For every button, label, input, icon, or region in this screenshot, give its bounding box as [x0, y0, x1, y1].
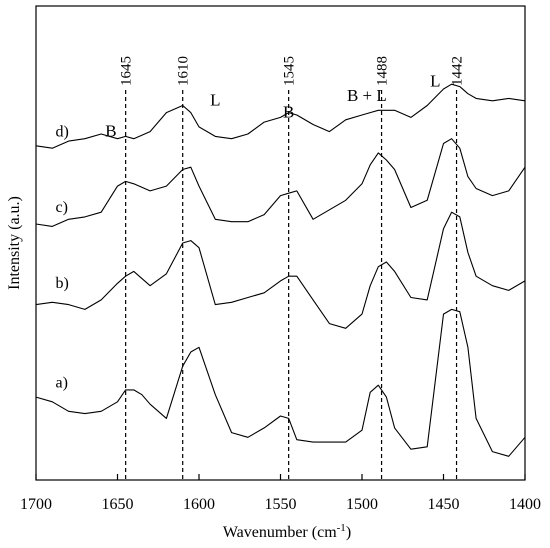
x-tick-label-1500: 1500 [346, 496, 378, 513]
series-line-a [35, 308, 526, 457]
peak-label-1442: 1442 [450, 56, 466, 86]
peak-label-1610: 1610 [176, 56, 192, 86]
x-tick-label-1450: 1450 [428, 496, 460, 513]
x-axis-title-close: ) [346, 524, 351, 541]
band-label-l-1: L [210, 91, 220, 110]
series-label-b: b) [56, 275, 69, 292]
peak-label-1488: 1488 [375, 56, 391, 86]
series-label-a: a) [56, 375, 68, 392]
chart-labels: a) b) c) d) B L B B + L L [56, 72, 441, 392]
series-label-d: d) [56, 123, 69, 140]
band-label-b-2: B [283, 102, 294, 121]
peak-label-1645: 1645 [119, 56, 135, 86]
series-line-c [35, 138, 526, 227]
x-tick-label-1650: 1650 [102, 496, 134, 513]
series-lines [35, 83, 526, 457]
x-tick-label-1700: 1700 [20, 496, 52, 513]
band-label-b-0: B [105, 121, 116, 140]
x-axis-ticks: 1700 1650 1600 1550 1500 1450 1400 [20, 474, 541, 513]
series-line-b [35, 211, 526, 329]
x-tick-label-1600: 1600 [183, 496, 215, 513]
peak-lines: 1645 1610 1545 1488 1442 [119, 56, 466, 480]
series-label-c: c) [56, 199, 68, 216]
x-axis-title: Wavenumber (cm-1) [223, 522, 351, 541]
band-label-l-4: L [430, 72, 440, 91]
x-tick-label-1400: 1400 [509, 496, 541, 513]
peak-label-1545: 1545 [282, 56, 298, 86]
band-label-b-l-3: B + L [347, 86, 387, 105]
x-axis-title-text: Wavenumber (cm [223, 524, 337, 541]
x-axis-title-superscript: -1 [337, 522, 346, 534]
y-axis-title: Intensity (a.u.) [6, 196, 23, 290]
series-line-d [35, 83, 526, 149]
x-tick-label-1550: 1550 [265, 496, 297, 513]
